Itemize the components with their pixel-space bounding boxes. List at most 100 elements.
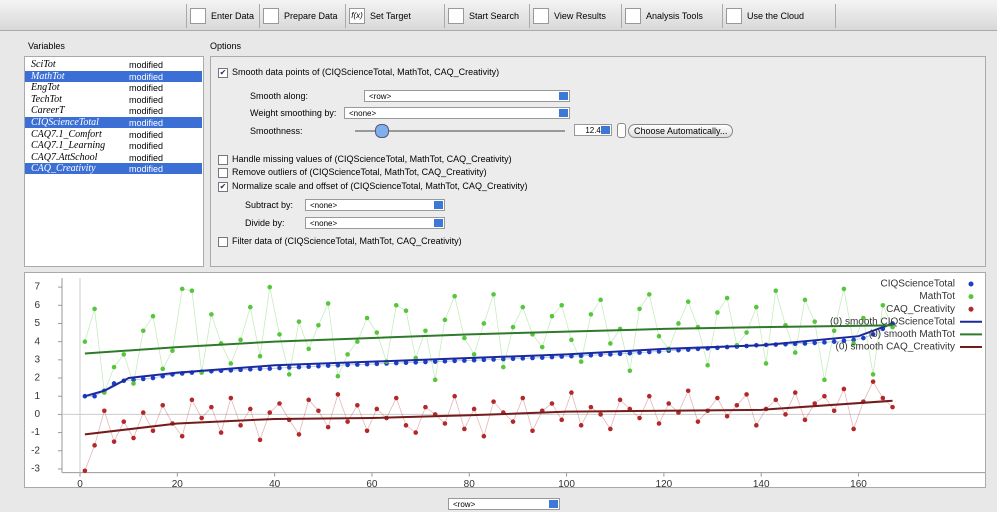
point — [471, 406, 477, 412]
point — [588, 312, 594, 317]
stepper[interactable] — [617, 123, 626, 138]
point — [656, 349, 662, 354]
toolbar-tab[interactable]: Prepare Data — [263, 8, 338, 24]
legend-label: (0) smooth MathTot — [869, 329, 955, 340]
point — [355, 339, 360, 344]
x-tick-label: 140 — [753, 479, 770, 490]
point — [111, 364, 117, 370]
point — [296, 319, 302, 324]
point — [150, 428, 156, 434]
slider-knob[interactable] — [375, 124, 390, 138]
legend-swatch — [968, 294, 974, 300]
variable-name: EngTot — [31, 82, 60, 94]
point — [588, 404, 594, 410]
choose-button[interactable]: Choose Automatically... — [628, 124, 734, 138]
point — [92, 306, 97, 312]
point — [442, 317, 448, 323]
toolbar-tab[interactable]: Use the Cloud — [726, 8, 804, 24]
point — [646, 393, 652, 399]
point — [501, 364, 506, 370]
smooth-option[interactable]: ✔ Smooth data points of (CIQScienceTotal,… — [218, 67, 499, 78]
point — [140, 328, 146, 334]
label: Normalize scale and offset of (CIQScienc… — [232, 181, 528, 191]
variable-row[interactable]: EngTot modified — [25, 82, 202, 93]
point — [257, 353, 263, 359]
point — [734, 403, 740, 408]
filter-option[interactable]: Filter data of (CIQScienceTotal, MathTot… — [218, 236, 462, 247]
checkbox[interactable] — [218, 167, 228, 178]
variable-row[interactable]: CAQ7.1_Comfort modified — [25, 129, 202, 140]
toolbar-tab[interactable]: Enter Data — [190, 8, 254, 24]
point — [296, 364, 302, 370]
variable-row[interactable]: CAQ_Creativity modified — [25, 163, 202, 175]
variable-row[interactable]: CareerT modified — [25, 105, 202, 116]
variable-row[interactable]: CAQ7.1_Learning modified — [25, 140, 202, 151]
label: Remove outliers of (CIQScienceTotal, Mat… — [232, 167, 487, 177]
point — [637, 306, 642, 312]
label: Divide by: — [245, 218, 285, 228]
toolbar-tab[interactable]: Analysis Tools — [625, 8, 703, 24]
point — [267, 366, 273, 371]
point — [510, 324, 516, 330]
variable-name: CAQ7.1_Learning — [31, 140, 106, 152]
point — [861, 335, 866, 341]
point — [150, 375, 156, 381]
smooth-line — [84, 399, 893, 436]
toolbar-tab[interactable]: f(x) Set Target — [349, 8, 411, 24]
point — [598, 352, 603, 358]
checkbox[interactable] — [218, 236, 228, 247]
dropdown[interactable]: <none> — [305, 199, 445, 211]
checkbox[interactable]: ✔ — [218, 181, 228, 192]
dropdown[interactable]: <row> — [364, 90, 570, 102]
point — [773, 288, 779, 294]
point — [598, 412, 603, 417]
tab-icon — [448, 8, 464, 24]
label: Handle missing values of (CIQScienceTota… — [232, 154, 512, 164]
variable-row[interactable]: CIQScienceTotal modified — [25, 117, 202, 128]
legend-swatch — [968, 306, 974, 312]
smooth-line — [84, 322, 893, 398]
point — [257, 437, 263, 443]
point — [763, 361, 769, 366]
y-tick-label: -3 — [31, 464, 40, 475]
missing-option[interactable]: Handle missing values of (CIQScienceTota… — [218, 154, 512, 165]
point — [267, 410, 273, 415]
x-dropdown[interactable]: <row> — [448, 498, 560, 510]
separator — [259, 4, 260, 28]
toolbar-tab[interactable]: Start Search — [448, 8, 519, 24]
dropdown[interactable]: <none> — [344, 107, 570, 119]
point — [880, 302, 886, 308]
variable-row[interactable]: MathTot modified — [25, 70, 202, 82]
variable-status: modified — [129, 164, 164, 175]
x-tick-label: 20 — [172, 479, 184, 490]
smooth-line — [84, 324, 893, 355]
label: Filter data of (CIQScienceTotal, MathTot… — [232, 236, 462, 246]
variable-row[interactable]: CAQ7.AttSchool modified — [25, 152, 202, 163]
point — [831, 328, 837, 334]
point — [851, 426, 856, 432]
point — [316, 322, 321, 328]
checkbox[interactable] — [218, 154, 228, 165]
variable-row[interactable]: SciTot modified — [25, 59, 202, 70]
toolbar-tab[interactable]: View Results — [533, 8, 606, 24]
point — [481, 321, 487, 326]
y-tick-label: -2 — [31, 445, 40, 456]
point — [286, 365, 292, 370]
checkbox[interactable]: ✔ — [218, 67, 228, 78]
point — [539, 355, 545, 360]
point — [637, 350, 642, 355]
point — [306, 364, 311, 370]
point — [374, 361, 380, 367]
normalize-option[interactable]: ✔ Normalize scale and offset of (CIQScien… — [218, 181, 527, 192]
y-tick-label: 6 — [34, 300, 40, 311]
smoothness-field[interactable]: 12.4% — [574, 124, 612, 136]
point — [812, 319, 818, 324]
point — [608, 352, 613, 357]
outliers-option[interactable]: Remove outliers of (CIQScienceTotal, Mat… — [218, 167, 487, 178]
dropdown[interactable]: <none> — [305, 217, 445, 229]
point — [452, 293, 457, 299]
point — [676, 321, 681, 326]
point — [393, 302, 399, 308]
variable-row[interactable]: TechTot modified — [25, 94, 202, 105]
